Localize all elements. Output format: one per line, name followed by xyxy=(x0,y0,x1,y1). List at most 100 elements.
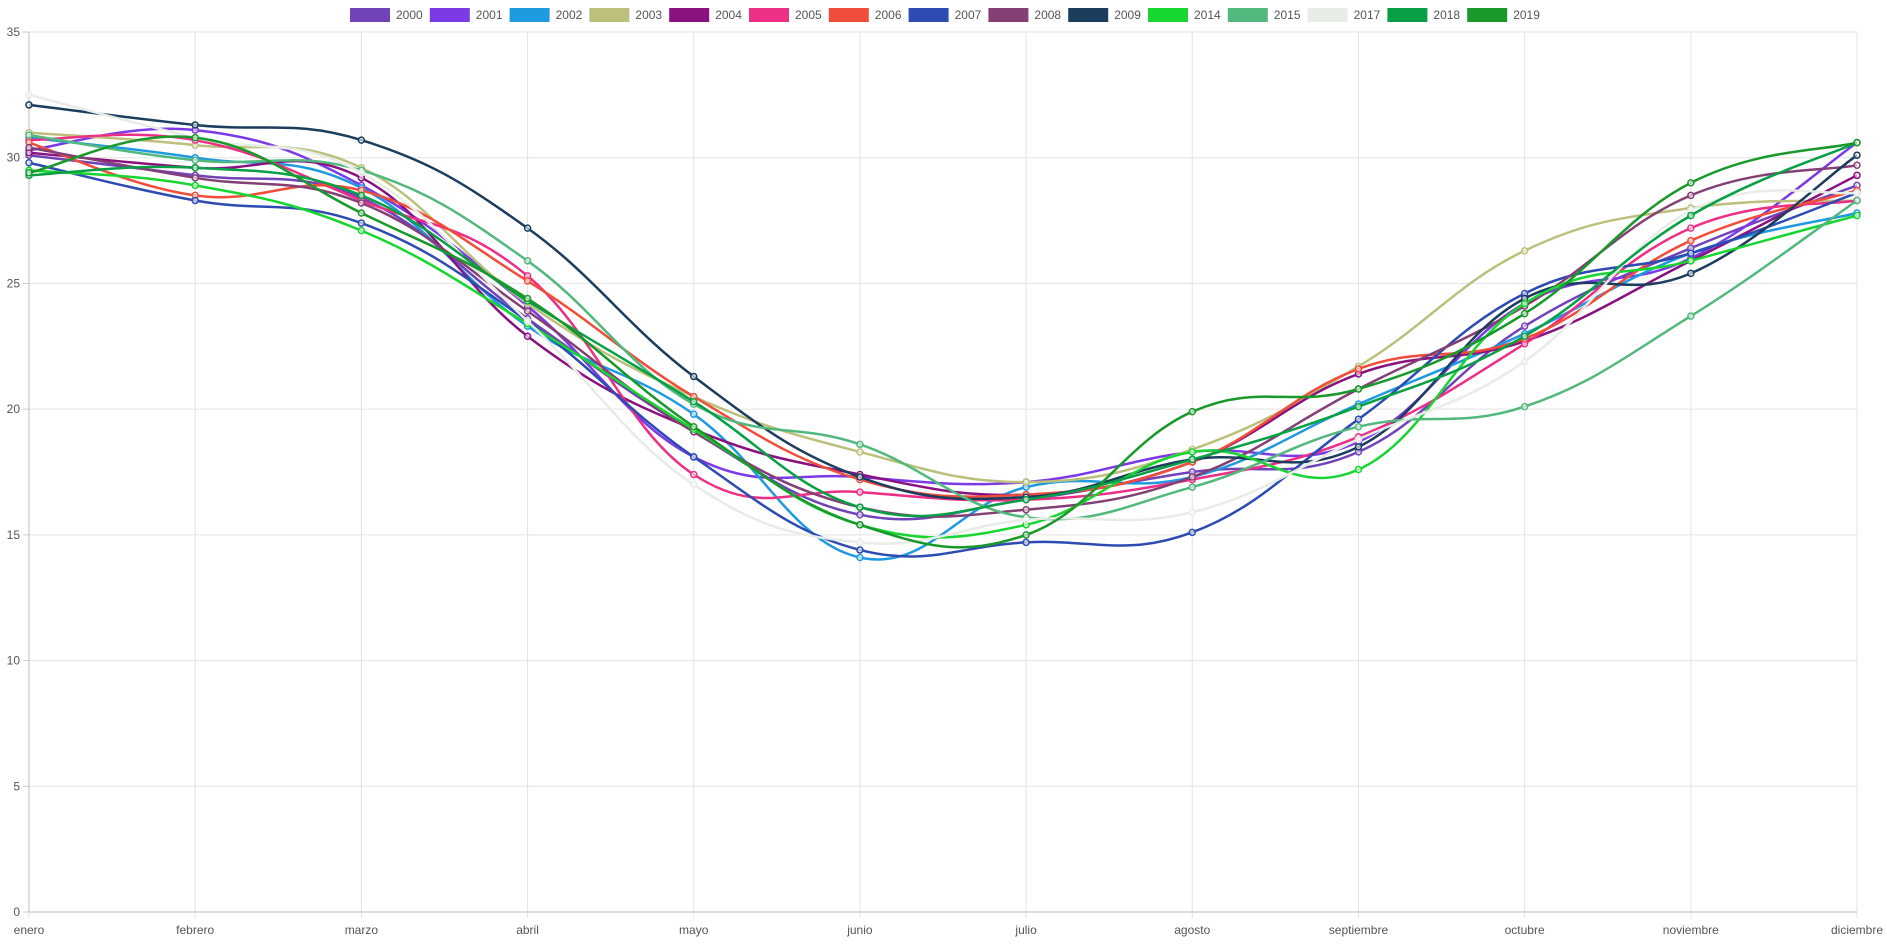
data-point[interactable] xyxy=(856,503,864,511)
data-point[interactable] xyxy=(689,410,698,418)
data-point[interactable] xyxy=(1687,257,1695,265)
data-point[interactable] xyxy=(1687,312,1695,320)
legend-item[interactable]: 2018 xyxy=(1387,8,1460,22)
data-point[interactable] xyxy=(856,473,864,481)
data-point[interactable] xyxy=(1520,322,1529,330)
data-point[interactable] xyxy=(191,121,199,129)
data-point[interactable] xyxy=(357,199,366,207)
data-point[interactable] xyxy=(357,169,366,177)
data-point[interactable] xyxy=(1520,332,1529,340)
data-point[interactable] xyxy=(1022,495,1030,504)
data-point[interactable] xyxy=(1520,402,1529,411)
data-point[interactable] xyxy=(1188,407,1197,416)
data-point[interactable] xyxy=(1687,224,1695,232)
data-point[interactable] xyxy=(1354,365,1363,373)
data-point[interactable] xyxy=(1520,246,1529,255)
data-point[interactable] xyxy=(856,510,864,519)
data-point[interactable] xyxy=(689,397,698,406)
legend-item[interactable]: 2009 xyxy=(1068,8,1141,22)
data-point[interactable] xyxy=(856,448,864,456)
data-point[interactable] xyxy=(25,101,33,109)
legend-item[interactable]: 2014 xyxy=(1148,8,1221,22)
data-point[interactable] xyxy=(1520,357,1529,366)
data-point[interactable] xyxy=(25,158,33,167)
data-point[interactable] xyxy=(523,294,532,303)
data-point[interactable] xyxy=(25,131,33,139)
data-point[interactable] xyxy=(523,332,532,340)
data-point[interactable] xyxy=(25,143,33,152)
legend-item[interactable]: 2001 xyxy=(429,8,503,22)
data-point[interactable] xyxy=(1354,435,1363,444)
data-point[interactable] xyxy=(1853,196,1861,205)
data-point[interactable] xyxy=(856,521,864,529)
data-point[interactable] xyxy=(1354,402,1363,411)
data-point[interactable] xyxy=(1354,422,1363,431)
data-point[interactable] xyxy=(357,191,366,200)
data-point[interactable] xyxy=(191,181,199,190)
data-point[interactable] xyxy=(856,488,864,496)
data-point[interactable] xyxy=(1687,179,1695,187)
data-point[interactable] xyxy=(1853,151,1861,159)
data-point[interactable] xyxy=(1853,138,1861,147)
data-point[interactable] xyxy=(357,226,366,235)
data-point[interactable] xyxy=(357,209,366,217)
data-point[interactable] xyxy=(1188,473,1197,481)
legend-item[interactable]: 2000 xyxy=(350,8,423,22)
data-point[interactable] xyxy=(1853,211,1861,220)
data-point[interactable] xyxy=(357,219,366,227)
data-point[interactable] xyxy=(1188,483,1197,491)
data-point[interactable] xyxy=(1188,528,1197,537)
data-point[interactable] xyxy=(689,372,698,381)
legend-item[interactable]: 2002 xyxy=(509,8,583,22)
data-point[interactable] xyxy=(191,196,199,205)
data-point[interactable] xyxy=(1022,478,1030,486)
legend-item[interactable]: 2015 xyxy=(1227,8,1301,22)
data-point[interactable] xyxy=(523,257,532,265)
data-point[interactable] xyxy=(856,546,864,554)
data-point[interactable] xyxy=(1520,299,1529,308)
data-point[interactable] xyxy=(1022,505,1030,514)
data-point[interactable] xyxy=(1687,211,1695,220)
data-point[interactable] xyxy=(856,553,864,562)
data-point[interactable] xyxy=(1687,249,1695,258)
data-point[interactable] xyxy=(523,317,532,325)
data-point[interactable] xyxy=(191,133,199,142)
data-point[interactable] xyxy=(856,440,864,449)
data-point[interactable] xyxy=(1853,161,1861,170)
legend-item[interactable]: 2008 xyxy=(988,8,1061,22)
data-point[interactable] xyxy=(191,164,199,172)
data-point[interactable] xyxy=(1188,455,1197,464)
data-point[interactable] xyxy=(1022,516,1030,524)
data-point[interactable] xyxy=(25,91,33,99)
data-point[interactable] xyxy=(1687,191,1695,200)
data-point[interactable] xyxy=(1354,465,1363,474)
data-point[interactable] xyxy=(1354,443,1363,451)
legend-item[interactable]: 2004 xyxy=(669,8,742,22)
data-point[interactable] xyxy=(1687,269,1695,278)
data-point[interactable] xyxy=(1022,538,1030,547)
data-point[interactable] xyxy=(523,224,532,232)
legend-item[interactable]: 2017 xyxy=(1307,8,1381,22)
legend-item[interactable]: 2006 xyxy=(828,8,902,22)
legend-item[interactable]: 2007 xyxy=(908,8,982,22)
data-point[interactable] xyxy=(1354,385,1363,393)
data-point[interactable] xyxy=(856,538,864,547)
data-point[interactable] xyxy=(1853,189,1861,197)
data-point[interactable] xyxy=(191,174,199,182)
data-point[interactable] xyxy=(191,156,199,164)
legend-item[interactable]: 2005 xyxy=(749,8,822,22)
data-point[interactable] xyxy=(1520,309,1529,318)
data-point[interactable] xyxy=(523,307,532,315)
data-point[interactable] xyxy=(1188,508,1197,516)
data-point[interactable] xyxy=(689,480,698,489)
data-point[interactable] xyxy=(689,422,698,431)
data-point[interactable] xyxy=(1687,236,1695,245)
data-point[interactable] xyxy=(523,277,532,285)
data-point[interactable] xyxy=(689,470,698,479)
data-point[interactable] xyxy=(1022,531,1030,539)
legend-item[interactable]: 2003 xyxy=(589,8,662,22)
data-point[interactable] xyxy=(1853,171,1861,180)
data-point[interactable] xyxy=(689,453,698,461)
data-point[interactable] xyxy=(1354,415,1363,423)
data-point[interactable] xyxy=(1188,448,1197,456)
